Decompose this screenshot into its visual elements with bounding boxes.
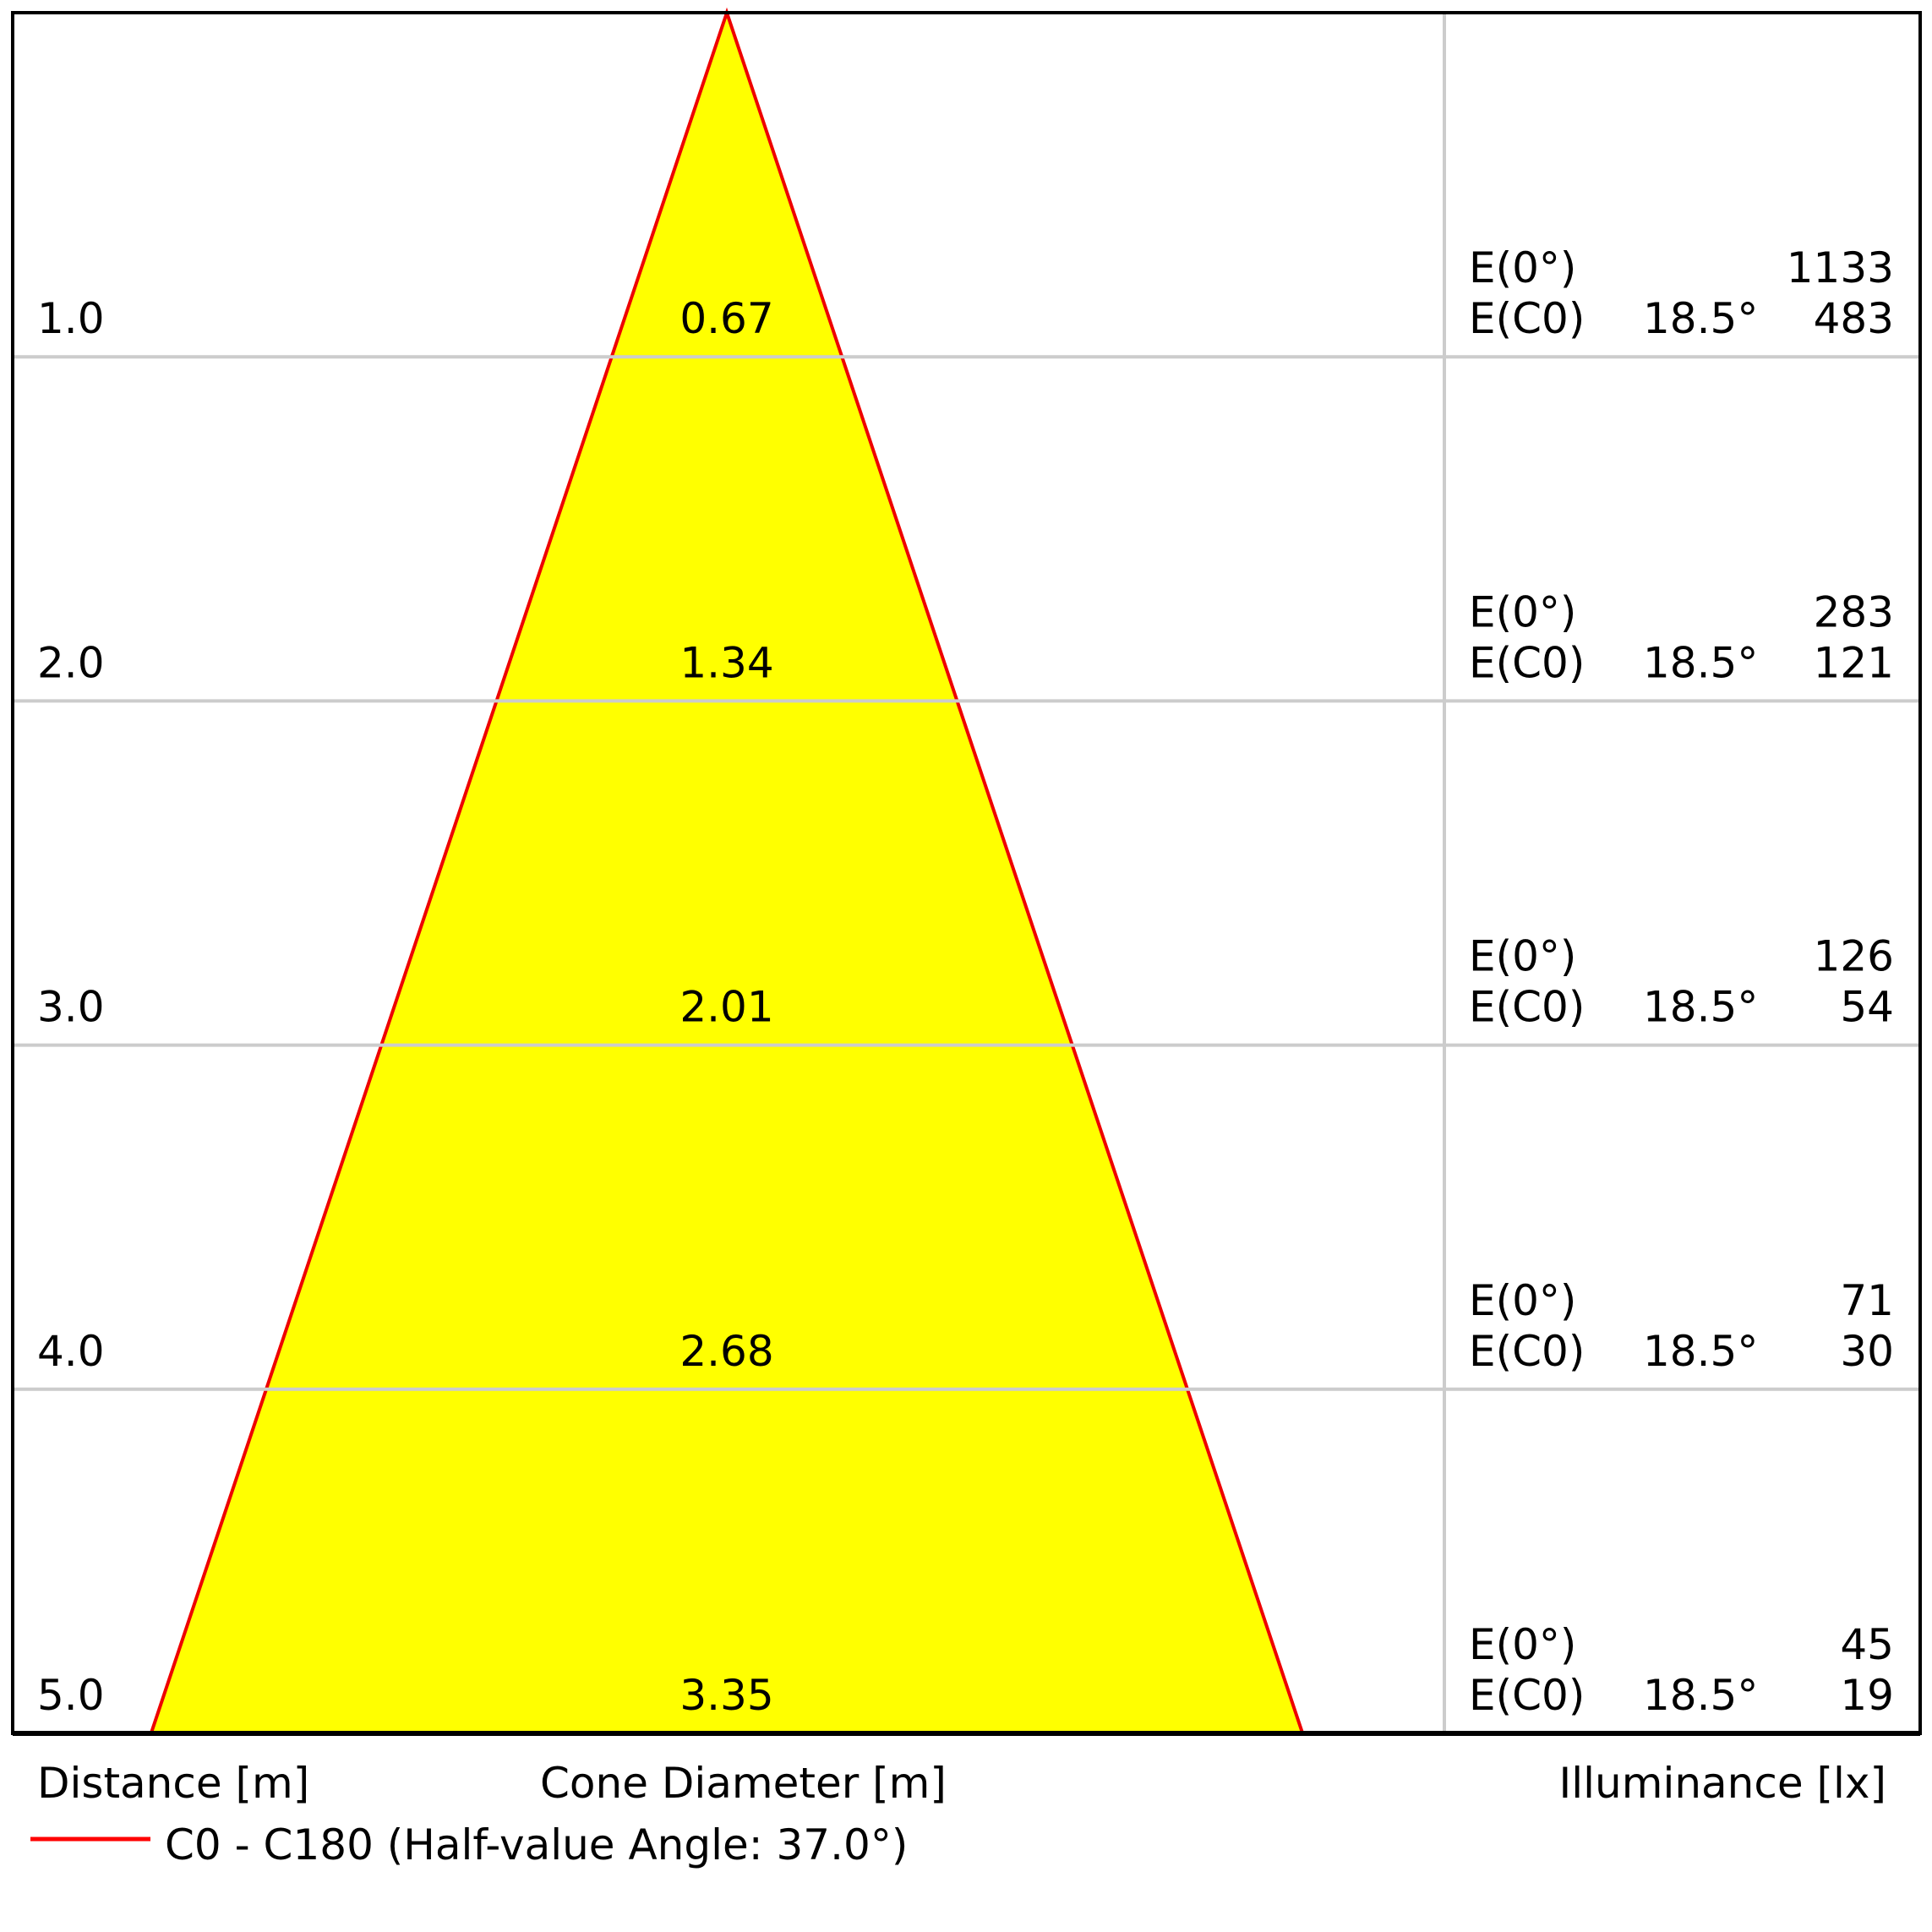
e0-label: E(0°) <box>1469 587 1576 636</box>
ec0-angle: 18.5° <box>1643 638 1758 687</box>
ec0-value: 483 <box>1814 294 1894 343</box>
ec0-value: 19 <box>1840 1671 1894 1720</box>
e0-value: 1133 <box>1787 243 1894 292</box>
diameter-label: 0.67 <box>679 294 773 343</box>
diameter-label: 2.01 <box>679 983 773 1032</box>
ec0-value: 121 <box>1814 638 1894 687</box>
diameter-label: 1.34 <box>679 638 773 687</box>
e0-label: E(0°) <box>1469 243 1576 292</box>
grid-lines <box>13 355 1920 1391</box>
ec0-value: 30 <box>1840 1327 1894 1376</box>
e0-label: E(0°) <box>1469 1276 1576 1325</box>
distance-label: 1.0 <box>37 294 105 343</box>
diameter-label: 3.35 <box>679 1671 773 1720</box>
e0-value: 126 <box>1814 932 1894 981</box>
diameter-axis-label: Cone Diameter [m] <box>540 1759 947 1808</box>
ec0-label: E(C0) <box>1469 1671 1585 1720</box>
ec0-label: E(C0) <box>1469 294 1585 343</box>
e0-value: 45 <box>1840 1620 1894 1669</box>
ec0-value: 54 <box>1840 983 1894 1032</box>
distance-label: 2.0 <box>37 638 105 687</box>
e0-label: E(0°) <box>1469 932 1576 981</box>
ec0-label: E(C0) <box>1469 983 1585 1032</box>
e0-label: E(0°) <box>1469 1620 1576 1669</box>
e0-value: 283 <box>1814 587 1894 636</box>
distance-label: 4.0 <box>37 1327 105 1376</box>
light-cone <box>148 7 1306 1735</box>
ec0-label: E(C0) <box>1469 638 1585 687</box>
diameter-label: 2.68 <box>679 1327 773 1376</box>
illuminance-axis-label: Illuminance [lx] <box>1559 1759 1886 1808</box>
distance-axis-label: Distance [m] <box>37 1759 309 1808</box>
ec0-angle: 18.5° <box>1643 1327 1758 1376</box>
ec0-angle: 18.5° <box>1643 983 1758 1032</box>
legend-label: C0 - C180 (Half-value Angle: 37.0°) <box>165 1820 908 1869</box>
ec0-angle: 18.5° <box>1643 294 1758 343</box>
ec0-label: E(C0) <box>1469 1327 1585 1376</box>
e0-value: 71 <box>1840 1276 1894 1325</box>
ec0-angle: 18.5° <box>1643 1671 1758 1720</box>
distance-label: 5.0 <box>37 1671 105 1720</box>
distance-label: 3.0 <box>37 983 105 1032</box>
